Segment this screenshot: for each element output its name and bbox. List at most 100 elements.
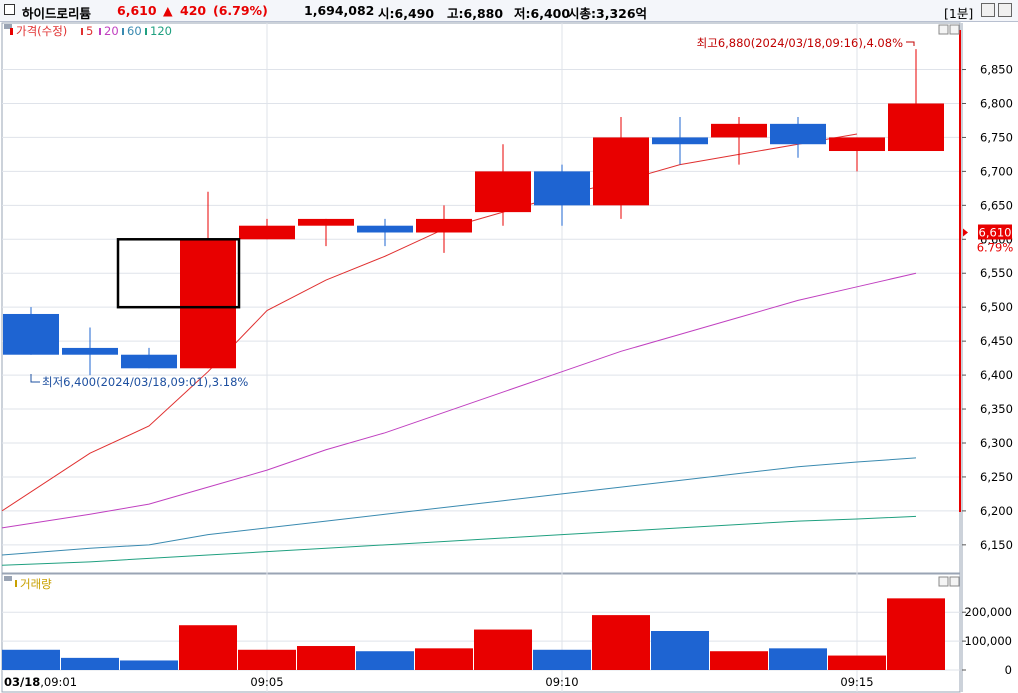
volume-panel-collapse-icon[interactable]: [4, 576, 12, 581]
candle: [239, 218, 295, 240]
volume-bar: [769, 648, 827, 670]
candle: [121, 347, 177, 369]
restore-window-button[interactable]: [981, 3, 995, 17]
title-bar: 하이드로리튬 6,610 ▲ 420 (6.79%) 1,694,082 시:6…: [0, 0, 1018, 22]
ma20-line: [1, 272, 917, 529]
current-price-arrow-icon: [963, 228, 968, 237]
candle: [3, 307, 59, 355]
low-annotation-arrow-icon: [30, 374, 40, 383]
volume-bar: [356, 651, 414, 670]
volume-bar: [474, 629, 532, 670]
candle-body: [475, 171, 531, 213]
y-tick-label: 6,750: [980, 130, 1013, 144]
price-legend-item: 5: [86, 24, 93, 38]
volume-bar: [828, 655, 886, 670]
y-tick-label: 6,650: [980, 198, 1013, 212]
x-axis-label: 09:15: [840, 675, 873, 689]
candle: [593, 117, 649, 219]
stock-name: 하이드로리튬: [22, 6, 92, 21]
candle: [475, 144, 531, 226]
panel-collapse-icon[interactable]: [4, 24, 12, 29]
ma-legend-marker: [99, 28, 101, 35]
y-tick-label: 6,150: [980, 538, 1013, 552]
candle-body: [180, 239, 236, 369]
volume-bar: [415, 648, 473, 670]
volume-bar: [592, 615, 650, 670]
y-tick-label: 6,300: [980, 436, 1013, 450]
high-annotation-arrow-icon: [906, 41, 915, 46]
volume-bar: [61, 657, 119, 670]
time-axis-panel: [1, 669, 961, 693]
market-cap: 시총:3,326억: [568, 6, 648, 21]
candle: [416, 205, 472, 253]
y-tick-label: 6,200: [980, 504, 1013, 518]
candle-body: [121, 354, 177, 369]
price-panel: [1, 22, 961, 574]
candle-body: [239, 225, 295, 240]
candle: [180, 191, 236, 369]
candle-body: [62, 347, 118, 355]
volume-bar: [533, 649, 591, 670]
current-price: 6,610: [117, 3, 157, 18]
x-axis-label: 09:10: [545, 675, 578, 689]
window-icon[interactable]: [4, 4, 15, 15]
change-value: 420: [180, 3, 207, 18]
current-pct-label: 6.79%: [977, 240, 1014, 254]
close-window-button[interactable]: [998, 3, 1012, 17]
candle-body: [298, 218, 354, 226]
volume-bar: [238, 649, 296, 670]
volume-value: 1,694,082: [304, 3, 375, 18]
candle-body: [534, 171, 590, 206]
y-tick-label: 6,350: [980, 402, 1013, 416]
candle: [652, 117, 708, 165]
ma-legend-marker: [145, 28, 147, 35]
current-price-box: [978, 224, 1012, 240]
ma120-line: [1, 515, 917, 566]
panel-maximize-button[interactable]: [949, 576, 960, 587]
volume-legend-item: 거래량: [20, 577, 52, 591]
highlight-box: [116, 238, 241, 309]
volume-y-tick-label: 100,000: [964, 634, 1012, 648]
candle-body: [357, 225, 413, 233]
panel-maximize-button[interactable]: [949, 24, 960, 35]
ma60-line: [1, 457, 917, 556]
y-tick-label: 6,550: [980, 266, 1013, 280]
ma-legend-marker: [81, 28, 83, 35]
volume-bar: [651, 631, 709, 670]
low-price: 저:6,400: [514, 6, 571, 21]
volume-bar: [120, 660, 178, 670]
candle: [534, 164, 590, 226]
candle-body: [888, 103, 944, 152]
change-arrow-icon: ▲: [163, 3, 173, 18]
price-legend-item: 가격(수정): [16, 24, 67, 38]
ma-legend-marker: [122, 28, 124, 35]
volume-legend-marker: [15, 580, 17, 587]
y-tick-label: 6,250: [980, 470, 1013, 484]
candle-body: [416, 218, 472, 233]
volume-bar: [179, 625, 237, 670]
low-annotation: 최저6,400(2024/03/18,09:01),3.18%: [42, 375, 248, 389]
interval-label[interactable]: [1분]: [944, 6, 974, 21]
price-legend-item: 60: [127, 24, 142, 38]
candle: [711, 117, 767, 165]
change-percent: (6.79%): [213, 3, 268, 18]
candle: [298, 218, 354, 247]
volume-bar: [710, 651, 768, 670]
price-legend-marker: [10, 28, 13, 35]
y-tick-label: 6,700: [980, 164, 1013, 178]
candle-body: [770, 123, 826, 145]
panel-minimize-button[interactable]: [938, 24, 949, 35]
y-tick-label: 6,850: [980, 63, 1013, 77]
candle-body: [3, 313, 59, 355]
x-axis-label: 09:05: [250, 675, 283, 689]
volume-y-tick-label: 200,000: [964, 605, 1012, 619]
y-tick-label: 6,800: [980, 96, 1013, 110]
high-price: 고:6,880: [447, 6, 504, 21]
candle-body: [829, 137, 885, 152]
chart-canvas: 6,150 6,200 6,250 6,300 6,350 6,400 6,450 6,500…: [1, 22, 1014, 693]
volume-y-tick-label: 0: [1005, 663, 1012, 677]
panel-minimize-button[interactable]: [938, 576, 949, 587]
price-legend-item: 20: [104, 24, 119, 38]
y-tick-label: 6,400: [980, 368, 1013, 382]
volume-bar: [297, 646, 355, 670]
